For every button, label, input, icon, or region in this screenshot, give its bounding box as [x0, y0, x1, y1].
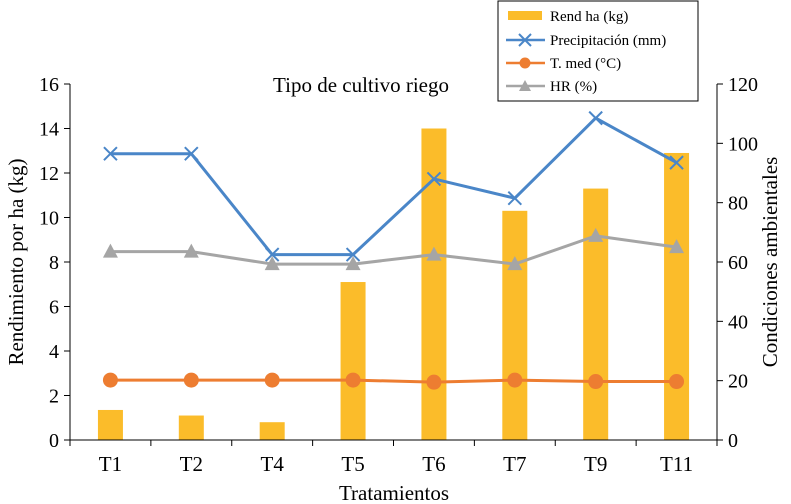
legend-label-precip: Precipitación (mm)	[550, 33, 666, 49]
bar-T2	[178, 415, 204, 440]
y-tick-label: 2	[49, 386, 59, 408]
chart-title: Tipo de cultivo riego	[273, 73, 449, 97]
series-line-2	[110, 378, 677, 384]
point-2-T5	[345, 372, 361, 388]
point-2-T9	[588, 374, 604, 390]
ticks-layer: 0 2 4 6 8 10 12 14 16 0 20 40 60 80 100 120 T1 T2 T4 T5 T6 T7…	[39, 74, 758, 476]
y2-tick-label: 120	[728, 74, 758, 96]
bar-T11	[664, 152, 690, 440]
y2-tick-label: 20	[728, 371, 748, 393]
point-3-T5	[345, 256, 361, 271]
y2-tick-label: 60	[728, 252, 748, 274]
legend-marker-hr	[519, 80, 531, 91]
y2-tick-label: 40	[728, 311, 748, 333]
x-tick-label: T11	[660, 452, 693, 476]
y-tick-label: 10	[39, 208, 59, 230]
point-2-T6	[426, 374, 442, 390]
bars-layer	[97, 128, 690, 440]
y2-tick-label: 80	[728, 193, 748, 215]
legend-label-rend: Rend ha (kg)	[550, 9, 628, 25]
point-3-T2	[183, 243, 199, 258]
x-tick-label: T6	[422, 452, 445, 476]
point-3-T9	[588, 227, 604, 242]
legend: Rend ha (kg) Precipitación (mm) T. med (…	[497, 0, 699, 102]
y2-tick-label: 100	[728, 133, 758, 155]
point-1-T2	[184, 146, 199, 161]
x-tick-label: T4	[261, 452, 285, 476]
point-1-T6	[426, 171, 442, 187]
y-tick-label: 0	[49, 430, 59, 452]
point-1-T7	[507, 191, 523, 206]
point-2-T4	[264, 372, 280, 388]
point-2-T2	[183, 372, 199, 388]
bar-T4	[259, 422, 285, 440]
legend-marker-tmed	[519, 57, 531, 69]
legend-label-hr: HR (%)	[550, 79, 597, 95]
point-1-T11	[669, 155, 684, 170]
y-tick-label: 12	[39, 163, 59, 185]
series-line-1	[110, 116, 678, 257]
point-3-T6	[426, 246, 442, 261]
point-2-T1	[102, 372, 118, 388]
y-tick-label: 6	[49, 297, 59, 319]
point-3-T4	[264, 256, 280, 271]
point-1-T9	[588, 110, 603, 126]
y-tick-label: 8	[49, 252, 59, 274]
y-axis-label: Rendimiento por ha (kg)	[4, 158, 28, 365]
legend-marker-precip	[518, 33, 532, 47]
point-2-T7	[507, 372, 523, 388]
point-2-T11	[669, 374, 685, 390]
y-tick-label: 16	[39, 74, 59, 96]
y2-tick-label: 0	[728, 430, 738, 452]
y-tick-label: 4	[49, 341, 59, 363]
bar-T7	[502, 210, 528, 440]
x-tick-label: T5	[341, 452, 364, 476]
x-tick-label: T9	[584, 452, 607, 476]
y-tick-label: 14	[39, 119, 59, 141]
point-1-T4	[264, 247, 280, 262]
lines-layer	[102, 110, 685, 390]
series-line-3	[110, 234, 677, 266]
point-3-T11	[669, 239, 685, 254]
x-tick-label: T7	[503, 452, 526, 476]
point-3-T7	[507, 256, 523, 271]
legend-label-tmed: T. med (°C)	[550, 56, 621, 72]
bar-T6	[421, 128, 447, 440]
bar-T9	[583, 188, 609, 440]
x-tick-label: T2	[180, 452, 203, 476]
point-3-T1	[102, 243, 118, 258]
x-tick-label: T1	[99, 452, 122, 476]
axes-layer	[69, 84, 718, 441]
x-axis-label: Tratamientos	[339, 481, 449, 504]
bar-T5	[340, 282, 366, 440]
bar-T1	[97, 409, 123, 440]
point-1-T1	[103, 146, 118, 161]
point-1-T5	[345, 247, 361, 262]
legend-swatch-rend	[508, 11, 542, 20]
y2-axis-label: Condiciones ambientales	[758, 157, 782, 368]
